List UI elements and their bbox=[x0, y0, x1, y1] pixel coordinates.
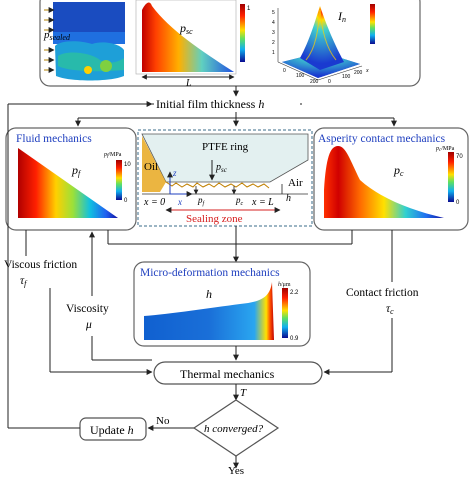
tau-c-label: τc bbox=[386, 303, 394, 316]
p-sealed-label: psealed bbox=[43, 29, 71, 42]
initial-film-label: Initial film thickness h bbox=[156, 97, 264, 111]
fluid-mechanics-panel: Fluid mechanics pf pf/MPa 10 0 bbox=[5, 127, 137, 231]
update-h-text: Update h bbox=[90, 423, 134, 437]
fluid-colorbar bbox=[116, 160, 122, 200]
axis-left-tick-4: 4 bbox=[272, 20, 275, 26]
axis-tick-100: 100 bbox=[296, 73, 305, 79]
asperity-colorbar bbox=[448, 152, 454, 202]
asperity-pressure-field bbox=[324, 146, 444, 218]
axis-tick-200: 200 bbox=[310, 79, 319, 85]
sealing-schematic: PTFE ring Oil Air psc z x pf pc h x = 0 … bbox=[137, 129, 313, 227]
micro-deformation-panel: Micro-deformation mechanics h h/μm 2.2 0… bbox=[133, 261, 311, 347]
no-label: No bbox=[156, 415, 170, 427]
asperity-title: Asperity contact mechanics bbox=[318, 133, 446, 145]
update-h-box bbox=[79, 417, 147, 441]
fluid-pressure-field bbox=[18, 148, 118, 218]
micro-colorbar bbox=[282, 288, 288, 338]
fluid-cb-max: 10 bbox=[124, 162, 131, 168]
pressure-arrows bbox=[44, 7, 55, 73]
asperity-cb-max: 70 bbox=[456, 154, 463, 160]
pc-center-label: pc bbox=[235, 195, 244, 207]
axis-left-tick-1: 1 bbox=[272, 50, 275, 56]
contact-friction-label: Contact friction bbox=[346, 287, 419, 299]
axis-left-tick-3: 3 bbox=[272, 30, 275, 36]
top-panel: psealed psc L 1 In 0 100 200 0 100 bbox=[39, 0, 421, 89]
xL-label: x = L bbox=[251, 197, 274, 208]
asperity-cb-zero: 0 bbox=[456, 200, 460, 206]
micro-cb-min: 0.9 bbox=[290, 336, 299, 342]
pf-center-label: pf bbox=[197, 195, 206, 207]
In-surface-plot: In 0 100 200 0 100 200 x 5 4 3 2 1 bbox=[272, 4, 375, 85]
z-label: z bbox=[172, 168, 177, 178]
T-label: T bbox=[240, 387, 247, 399]
micro-cb-unit: h/μm bbox=[278, 282, 291, 288]
top-colorbar bbox=[240, 4, 245, 62]
asperity-cb-unit: pc/MPa bbox=[435, 146, 455, 153]
oil-label: Oil bbox=[144, 161, 158, 173]
x0-label: x = 0 bbox=[143, 197, 165, 208]
axis-left-tick-2: 2 bbox=[272, 40, 275, 46]
oil-region bbox=[142, 136, 166, 192]
ptfe-ring bbox=[141, 133, 309, 183]
fluid-cb-zero: 0 bbox=[124, 198, 128, 204]
micro-title: Micro-deformation mechanics bbox=[140, 267, 280, 279]
top-colorbar-max: 1 bbox=[247, 6, 251, 12]
micro-cb-max: 2.2 bbox=[290, 290, 299, 296]
asperity-panel: Asperity contact mechanics pc pc/MPa 70 … bbox=[313, 127, 469, 231]
In-label: In bbox=[337, 9, 346, 24]
micro-film-field bbox=[144, 282, 274, 340]
micro-var: h bbox=[206, 287, 212, 301]
air-label: Air bbox=[288, 177, 303, 189]
asperity-var: pc bbox=[393, 163, 404, 178]
mu-label: μ bbox=[85, 319, 92, 331]
surface-colorbar bbox=[370, 4, 375, 44]
axis-y-label: x bbox=[365, 68, 369, 74]
decision-text: h converged? bbox=[204, 423, 264, 435]
viscosity-label: Viscosity bbox=[66, 303, 109, 315]
yes-label: Yes bbox=[228, 465, 244, 474]
axis-ytick-100: 100 bbox=[342, 74, 351, 80]
h-center-label: h bbox=[286, 193, 291, 204]
rough-surface bbox=[165, 181, 270, 189]
thermal-title: Thermal mechanics bbox=[180, 367, 275, 381]
viscous-friction-label: Viscous friction bbox=[4, 259, 77, 271]
sealing-zone-label: Sealing zone bbox=[186, 213, 243, 225]
psc-contour: psc L 1 bbox=[135, 0, 251, 89]
fe-seal-model: psealed bbox=[43, 2, 125, 81]
ptfe-label: PTFE ring bbox=[202, 141, 249, 153]
psc-center-label: psc bbox=[215, 162, 228, 174]
axis-tick-0: 0 bbox=[283, 68, 286, 74]
fluid-cb-unit: pf/MPa bbox=[103, 152, 122, 159]
fluid-title: Fluid mechanics bbox=[16, 133, 92, 145]
axis-ytick-200: 200 bbox=[354, 70, 363, 76]
axis-left-tick-5: 5 bbox=[272, 10, 275, 16]
fluid-var: pf bbox=[71, 163, 82, 178]
L-label: L bbox=[185, 78, 192, 89]
x-label: x bbox=[177, 197, 182, 207]
psc-label: psc bbox=[179, 21, 193, 36]
axis-ytick-0: 0 bbox=[328, 79, 331, 85]
tau-f-label: τf bbox=[20, 275, 28, 288]
thermal-box bbox=[153, 361, 323, 385]
